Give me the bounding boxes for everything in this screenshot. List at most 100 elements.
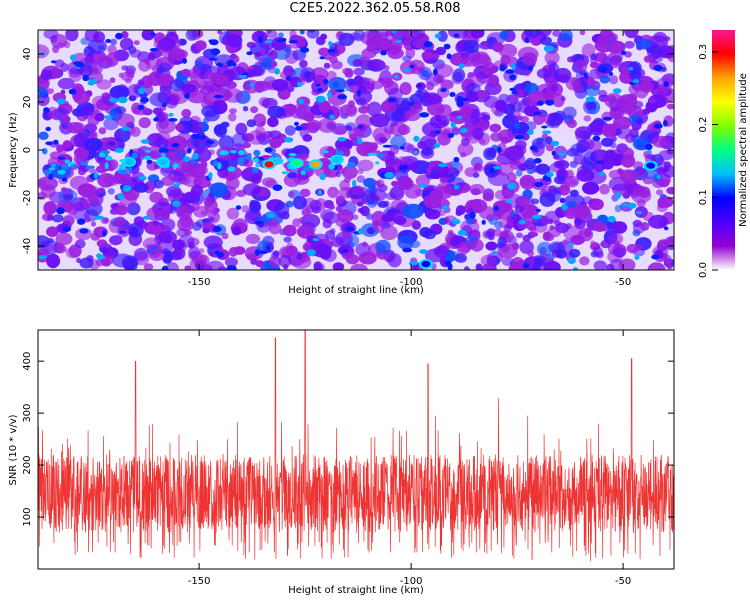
heatmap-cell [184,92,190,99]
heatmap-cell [579,137,595,151]
snr-series [38,330,674,562]
heatmap-cell [352,59,363,67]
heatmap-cell [583,150,597,165]
heatmap-cell [182,192,196,203]
heatmap-cell [629,69,642,81]
heatmap-cell [199,80,209,91]
heatmap-cell [294,121,299,126]
heatmap-cell [378,150,395,162]
heatmap-cell [75,239,86,249]
heatmap-cell [94,112,105,122]
heatmap-cell [299,152,310,160]
heatmap-cell [421,69,430,78]
y-tick-label: 200 [22,456,33,475]
heatmap-cell [632,219,643,227]
heatmap-cell [249,200,262,214]
snr-line [38,330,674,562]
heatmap-cell [654,123,663,129]
heatmap-cell [257,36,264,43]
heatmap-cell [100,217,110,224]
heatmap-cell [619,203,630,207]
heatmap-cell [647,150,652,154]
heatmap-cell [202,221,213,229]
heatmap-cell [88,132,97,138]
heatmap-cell [110,38,117,46]
heatmap-cell [613,116,632,130]
heatmap-cell [549,162,565,173]
heatmap-cell [380,225,398,241]
heatmap-cell [543,45,554,52]
heatmap-cell [171,143,180,148]
heatmap-cell [212,226,222,232]
heatmap-cell [200,135,206,139]
heatmap-cell [172,200,181,207]
heatmap-cell [55,232,73,246]
heatmap-cell [527,129,534,136]
heatmap-cell [419,249,428,255]
heatmap-cell [567,56,575,63]
heatmap-cell [568,242,574,247]
heatmap-cell [243,142,251,149]
heatmap-cell [619,169,638,183]
heatmap-cell [491,250,498,255]
heatmap-cell [231,62,237,67]
heatmap-cell [83,137,103,152]
heatmap-cell [378,136,388,144]
heatmap-cell [219,150,229,156]
heatmap-cell [261,97,278,109]
heatmap-cell [296,253,303,260]
heatmap-cell [79,228,89,234]
heatmap-cell [246,253,257,261]
heatmap-cell [350,263,368,270]
heatmap-cell [380,50,387,56]
heatmap-cell [66,122,84,134]
heatmap-cell [267,105,286,119]
heatmap-cell [596,250,604,259]
heatmap-cell [138,117,151,129]
heatmap-cell [50,163,57,168]
heatmap-cell [409,30,426,39]
heatmap-cell [199,248,205,254]
heatmap-cell [419,112,430,118]
heatmap-cell [508,262,529,270]
heatmap-cell [96,253,102,258]
heatmap-cell [98,127,107,135]
heatmap-cell [38,255,48,259]
heatmap-cell [217,266,226,270]
heatmap-cell [247,152,252,159]
heatmap-cell [360,30,382,46]
heatmap-cell [375,161,380,165]
heatmap-cell [88,78,98,83]
heatmap-cell [338,32,355,47]
heatmap-cell [237,157,245,164]
heatmap-cell [93,172,99,179]
heatmap-cell [104,162,109,170]
heatmap-cell [632,79,640,84]
heatmap-cell [536,68,552,79]
heatmap-cell [237,75,248,79]
heatmap-cell [272,184,283,191]
snr-y-axis: 100 200 300 400 [22,352,674,527]
heatmap-cell [372,221,385,233]
heatmap-cell [327,186,339,198]
heatmap-cell [409,103,423,114]
heatmap-cell [426,81,435,91]
heatmap-cell [149,48,160,52]
heatmap-cell [192,254,210,266]
heatmap-cell [447,263,453,270]
heatmap-peak [264,161,274,168]
heatmap-cell [541,125,548,129]
heatmap-cell [484,81,502,95]
heatmap-cell [332,262,345,270]
heatmap-cell [434,64,454,78]
heatmap-cell [52,45,60,54]
heatmap-cell [299,30,305,35]
heatmap-cell [337,209,354,223]
heatmap-cell [281,171,289,175]
heatmap-cell [298,217,306,223]
heatmap-cell [345,86,350,91]
heatmap-cell [315,83,321,87]
heatmap-cell [661,66,667,72]
heatmap-cell [114,131,121,139]
heatmap-cell [384,171,395,179]
